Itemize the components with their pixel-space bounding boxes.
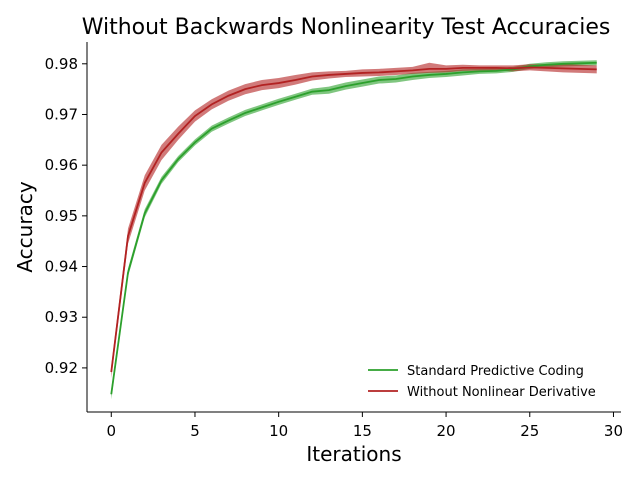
x-tick-label: 30: [604, 422, 623, 440]
y-axis-ticks: 0.92 0.93 0.94 0.95 0.96 0.97 0.98: [45, 55, 87, 377]
y-tick-label: 0.95: [45, 207, 78, 225]
legend-label-1: Without Nonlinear Derivative: [407, 385, 596, 400]
legend-label-0: Standard Predictive Coding: [407, 364, 584, 379]
series-1-band: [111, 62, 597, 379]
y-tick-label: 0.98: [45, 55, 78, 73]
y-axis-label: Accuracy: [13, 181, 37, 272]
series-0-line: [110, 61, 597, 395]
y-tick-label: 0.96: [45, 156, 78, 174]
x-tick-label: 5: [190, 422, 200, 440]
x-axis-label: Iterations: [306, 442, 401, 466]
x-tick-label: 20: [437, 422, 456, 440]
y-tick-label: 0.97: [45, 105, 78, 123]
series-1-line: [110, 66, 597, 373]
chart-title: Without Backwards Nonlinearity Test Accu…: [82, 15, 611, 40]
x-tick-label: 0: [106, 422, 116, 440]
x-axis-ticks: 0 5 10 15 20 25 30: [106, 412, 623, 440]
x-tick-label: 10: [269, 422, 288, 440]
legend: Standard Predictive Coding Without Nonlin…: [368, 364, 596, 400]
y-tick-label: 0.93: [45, 308, 78, 326]
x-tick-label: 15: [353, 422, 372, 440]
y-tick-label: 0.94: [45, 258, 78, 276]
x-tick-label: 25: [520, 422, 539, 440]
plot-area: [110, 60, 597, 400]
series-0-band: [111, 60, 597, 400]
y-tick-label: 0.92: [45, 359, 78, 377]
